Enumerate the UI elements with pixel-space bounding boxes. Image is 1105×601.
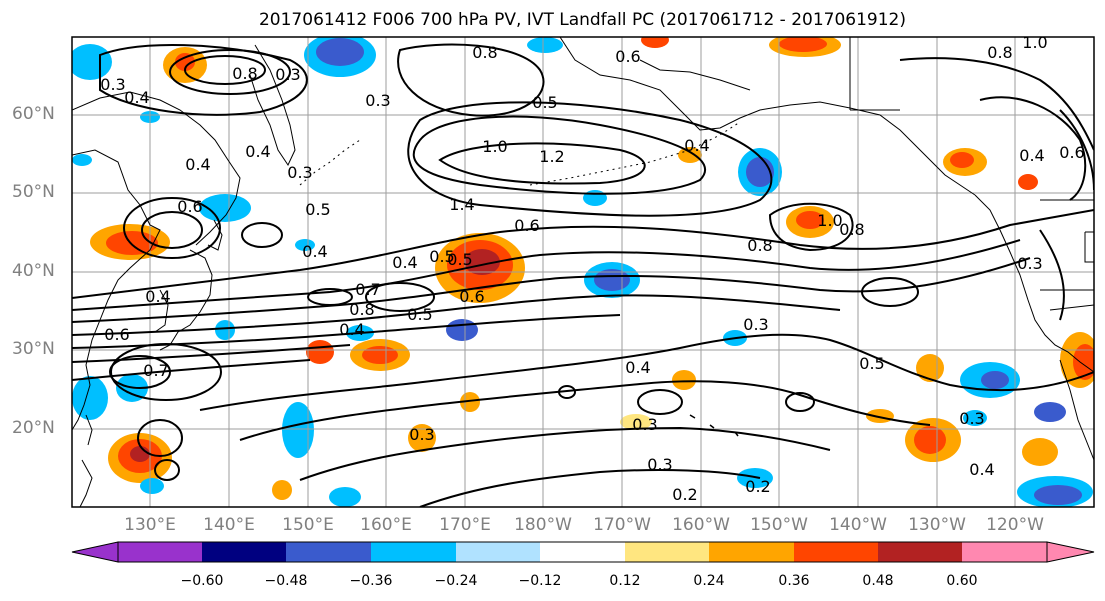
contour-value-label: 0.8 xyxy=(839,220,864,239)
contour-value-label: 0.4 xyxy=(245,142,270,161)
contour-value-label: 1.0 xyxy=(482,137,507,156)
contour-value-label: 0.3 xyxy=(1017,254,1042,273)
contour-value-label: 0.5 xyxy=(305,200,330,219)
contour-value-label: 0.8 xyxy=(747,236,772,255)
map-title: 2017061412 F006 700 hPa PV, IVT Landfall… xyxy=(258,10,906,30)
colorbar-segment xyxy=(540,542,625,562)
contour-value-label: 0.4 xyxy=(684,136,709,155)
contour-value-label: 0.5 xyxy=(407,305,432,324)
lon-label-130w: 130°W xyxy=(908,515,966,535)
contour-value-label: 0.3 xyxy=(647,455,672,474)
colorbar-tick-label: −0.12 xyxy=(518,573,562,589)
contour-value-label: 0.3 xyxy=(959,409,984,428)
contour-value-label: 1.0 xyxy=(1022,33,1047,52)
colorbar-tick-label: −0.48 xyxy=(264,573,308,589)
colorbar-segment xyxy=(878,542,962,562)
pv-contours xyxy=(72,43,1094,507)
contour-value-label: 0.3 xyxy=(365,91,390,110)
colorbar-tick-label: −0.60 xyxy=(180,573,224,589)
contour-labels: 0.6 0.81.00.80.30.40.8 0.30.50.4 1.01.21.40… xyxy=(100,33,1084,504)
contour-value-label: 0.8 xyxy=(472,43,497,62)
lon-label-130e: 130°E xyxy=(124,515,176,535)
lon-label-160w: 160°W xyxy=(672,515,730,535)
colorbar-tick-label: 0.60 xyxy=(946,573,978,589)
contour-value-label: 0.6 xyxy=(615,47,640,66)
lon-label-150e: 150°E xyxy=(282,515,334,535)
colorbar-segment xyxy=(118,542,202,562)
contour-value-label: 0.7 xyxy=(355,280,380,299)
contour-value-label: 0.4 xyxy=(625,358,650,377)
contour-value-label: 0.7 xyxy=(143,361,168,380)
contour-value-label: 0.6 xyxy=(177,197,202,216)
contour-value-label: 0.3 xyxy=(409,425,434,444)
contour-value-label: 0.5 xyxy=(429,247,454,266)
lon-label-170w: 170°W xyxy=(593,515,651,535)
contour-value-label: 0.6 xyxy=(104,325,129,344)
contour-value-label: 0.6 xyxy=(459,287,484,306)
map-border xyxy=(71,36,1095,508)
contour-value-label: 0.4 xyxy=(392,253,417,272)
colorbar-tick-label: −0.24 xyxy=(434,573,478,589)
contour-value-label: 1.2 xyxy=(539,147,564,166)
contour-value-label: 0.4 xyxy=(185,155,210,174)
contour-value-label: 0.3 xyxy=(100,75,125,94)
contour-value-label: 0.5 xyxy=(532,93,557,112)
contour-value-label: 0.3 xyxy=(275,65,300,84)
lat-label-60n: 60°N xyxy=(12,104,55,124)
colorbar-tick-label: 0.36 xyxy=(778,573,810,589)
lat-label-20n: 20°N xyxy=(12,418,55,438)
colorbar-extend-high xyxy=(1046,541,1095,563)
lon-label-160e: 160°E xyxy=(360,515,412,535)
lat-label-40n: 40°N xyxy=(12,261,55,281)
lon-label-180w: 180°W xyxy=(514,515,572,535)
colorbar-tick-label: 0.12 xyxy=(609,573,641,589)
colorbar-outline xyxy=(117,541,1048,563)
contour-value-label: 0.3 xyxy=(743,315,768,334)
colorbar xyxy=(71,541,1095,563)
contour-value-label: 0.2 xyxy=(745,477,770,496)
contour-value-label: 0.5 xyxy=(447,250,472,269)
contour-value-label: 0.2 xyxy=(672,485,697,504)
lat-label-30n: 30°N xyxy=(12,339,55,359)
colorbar-segment xyxy=(371,542,456,562)
colorbar-extend-low xyxy=(71,541,119,563)
lon-label-140e: 140°E xyxy=(203,515,255,535)
contour-value-label: 0.8 xyxy=(232,64,257,83)
colorbar-segment xyxy=(709,542,794,562)
lat-label-50n: 50°N xyxy=(12,182,55,202)
colorbar-segment xyxy=(962,542,1047,562)
contour-value-label: 0.4 xyxy=(302,242,327,261)
contour-value-label: 0.4 xyxy=(339,320,364,339)
contour-value-label: 0.5 xyxy=(859,354,884,373)
contour-value-label: 1.0 xyxy=(817,211,842,230)
contour-value-label: 0.6 xyxy=(1059,143,1084,162)
lon-label-170e: 170°E xyxy=(439,515,491,535)
colorbar-tick-label: −0.36 xyxy=(349,573,393,589)
colorbar-tick-label: 0.24 xyxy=(693,573,725,589)
contour-value-label: 0.3 xyxy=(287,163,312,182)
contour-value-label: 0.6 xyxy=(514,216,539,235)
contour-value-label: 0.4 xyxy=(124,88,149,107)
contour-value-label: 0.3 xyxy=(632,415,657,434)
colorbar-segment xyxy=(456,542,540,562)
colorbar-tick-label: 0.48 xyxy=(862,573,894,589)
lon-label-140w: 140°W xyxy=(829,515,887,535)
colorbar-segment xyxy=(286,542,371,562)
contour-value-label: 1.4 xyxy=(449,195,474,214)
contour-value-label: 0.8 xyxy=(987,43,1012,62)
colorbar-segment xyxy=(202,542,286,562)
lon-label-120w: 120°W xyxy=(986,515,1044,535)
contour-value-label: 0.4 xyxy=(1019,146,1044,165)
colorbar-segment xyxy=(794,542,878,562)
lon-label-150w: 150°W xyxy=(750,515,808,535)
contour-value-label: 0.8 xyxy=(349,300,374,319)
contour-value-label: 0.4 xyxy=(145,287,170,306)
contour-value-label: 0.4 xyxy=(969,460,994,479)
colorbar-segment xyxy=(625,542,709,562)
